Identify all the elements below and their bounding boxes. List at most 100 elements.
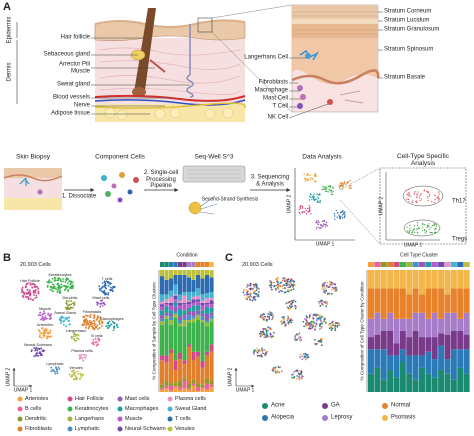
umap-dot	[413, 193, 415, 195]
umap-dot	[332, 187, 335, 190]
strip-cell	[380, 262, 387, 267]
bar-segment	[173, 311, 178, 314]
bar-segment	[368, 349, 374, 374]
umap-dot	[257, 291, 260, 293]
umap-dot	[250, 295, 253, 298]
umap-dot	[99, 299, 102, 302]
umap-dot	[46, 286, 49, 288]
umap-dot	[52, 285, 55, 288]
bar-segment	[187, 315, 192, 321]
umap-dot	[326, 190, 328, 192]
umap-dot	[434, 201, 436, 204]
bar-segment	[380, 349, 387, 380]
bar-segment	[205, 320, 210, 323]
bar-segment	[200, 322, 205, 362]
umap-dot	[313, 314, 316, 316]
umap-dot	[302, 320, 305, 323]
umap-dot	[340, 211, 342, 214]
bar-segment	[160, 306, 165, 311]
bar-segment	[200, 302, 205, 306]
bar-segment	[209, 304, 214, 308]
umap-dot	[254, 298, 257, 301]
umap-dot	[52, 370, 55, 373]
bar-segment	[196, 305, 201, 311]
umap-dot	[253, 353, 255, 355]
legend-label: Keratinocytes	[75, 405, 109, 412]
arrow-label: 1. Dissociate	[61, 193, 97, 200]
umap-dot	[331, 324, 333, 327]
umap-dot	[257, 295, 260, 298]
umap-dot	[271, 318, 273, 321]
umap-dot	[332, 320, 334, 323]
bar-segment	[196, 313, 201, 316]
umap-dot	[261, 314, 264, 317]
umap-dot	[316, 226, 318, 228]
bar-segment	[169, 383, 174, 386]
bar-segment	[182, 388, 187, 392]
umap-dot	[107, 292, 110, 294]
strip-cell	[412, 262, 419, 267]
umap-dot	[276, 276, 279, 279]
umap-dot	[434, 194, 436, 196]
umap-dot	[437, 191, 440, 193]
umap-dot	[34, 297, 37, 300]
umap-dot	[68, 319, 70, 322]
bar-segment	[173, 382, 178, 386]
umap-dot	[324, 281, 327, 284]
bar-segment	[406, 270, 413, 295]
umap-dot	[292, 284, 295, 287]
umap-dot	[57, 289, 60, 292]
umap-dot	[305, 321, 308, 324]
umap-dot	[101, 286, 103, 289]
umap-dot	[50, 285, 53, 288]
strip-cell	[438, 262, 445, 267]
umap-dot	[84, 319, 87, 322]
umap-dot	[89, 316, 92, 319]
umap-dot	[309, 179, 312, 181]
umap-dot	[302, 357, 305, 360]
bar-segment	[200, 387, 205, 389]
bar-segment	[182, 270, 187, 275]
bar-segment	[393, 270, 400, 289]
umap-dot	[291, 376, 294, 379]
umap-dot	[116, 326, 119, 328]
bar-segment	[209, 318, 214, 322]
umap-dot	[287, 323, 290, 326]
legend-label: Alopecia	[271, 414, 295, 421]
bar-segment	[160, 270, 165, 277]
umap-dot	[427, 199, 429, 202]
legend-label: Hair Follicle	[75, 395, 104, 402]
umap-dot	[437, 199, 440, 201]
bar-segment	[209, 344, 214, 352]
structure-label: Nerve	[73, 102, 90, 109]
bar-segment	[160, 324, 165, 356]
umap-dot	[332, 186, 334, 188]
umap-dot	[262, 352, 264, 355]
umap-dot	[290, 282, 292, 285]
umap-dot	[70, 370, 73, 373]
bar-segment	[191, 311, 196, 317]
umap-dot	[291, 319, 294, 322]
umap-dot	[25, 286, 28, 288]
umap-dot	[338, 186, 341, 188]
bar-segment	[406, 294, 413, 319]
umap-dot	[289, 280, 292, 282]
umap-dot	[408, 231, 410, 234]
bar-segment	[457, 367, 464, 392]
bar-segment	[412, 312, 419, 331]
bar-segment	[173, 360, 178, 371]
bar-segment	[374, 270, 381, 289]
umap-dot	[20, 291, 23, 294]
bar-segment	[399, 318, 406, 331]
bar-segment	[191, 296, 196, 300]
umap-dot	[289, 278, 292, 280]
umap-dot	[315, 221, 318, 223]
bar-segment	[406, 373, 413, 392]
umap-dot	[324, 321, 327, 324]
bar-segment	[463, 288, 470, 313]
umap-dot	[301, 211, 303, 213]
umap-dot	[29, 292, 32, 295]
bar-segment	[200, 361, 205, 368]
umap-dot	[275, 289, 278, 291]
umap-dot	[42, 318, 45, 321]
